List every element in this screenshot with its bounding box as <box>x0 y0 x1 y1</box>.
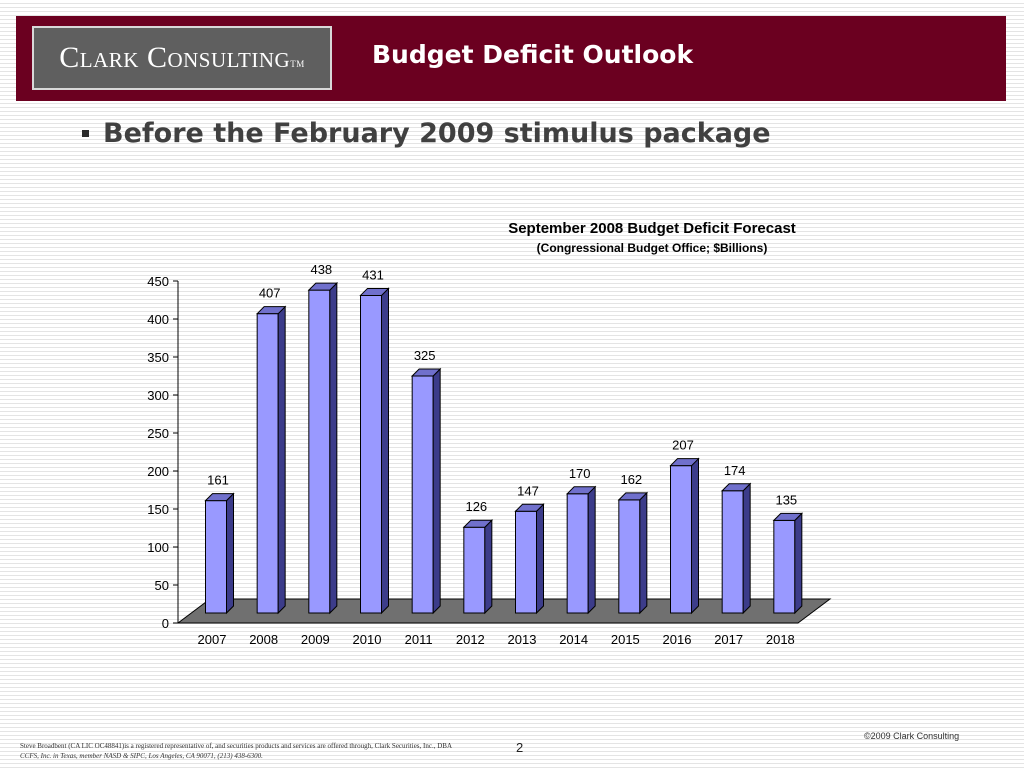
x-tick-label-2017: 2017 <box>714 632 743 647</box>
x-tick-label-2009: 2009 <box>301 632 330 647</box>
x-tick-label-2013: 2013 <box>508 632 537 647</box>
data-label-2013: 147 <box>517 483 539 498</box>
clark-consulting-logo: Clark ConsultingTM <box>32 26 332 90</box>
bar-side-2015 <box>639 491 648 615</box>
y-tick-label: 350 <box>147 350 169 365</box>
bar-2008 <box>256 313 279 614</box>
bar-2018 <box>773 519 796 614</box>
y-tick-label: 250 <box>147 426 169 441</box>
y-tick-label: 100 <box>147 540 169 555</box>
x-tick-label-2011: 2011 <box>405 632 433 647</box>
bar-side-2018 <box>794 512 803 615</box>
bar-top-2018 <box>772 512 804 521</box>
bar-top-2015 <box>617 492 649 501</box>
bar-side-2010 <box>381 287 389 615</box>
bar-side-2014 <box>587 485 596 615</box>
bullet-text: Before the February 2009 stimulus packag… <box>103 118 771 149</box>
bar-2012 <box>463 526 486 614</box>
header-band: Clark ConsultingTM Budget Deficit Outloo… <box>16 16 1006 101</box>
y-tick-label: 450 <box>147 274 169 289</box>
x-tick-label-2016: 2016 <box>663 632 692 647</box>
bar-2013 <box>515 510 537 614</box>
footer-disclaimer: Steve Broadbent (CA LIC OC48841)is a reg… <box>20 741 470 761</box>
x-tick-label-2014: 2014 <box>559 632 588 647</box>
disclaimer-line-2: CCFS, Inc. in Texas, member NASD & SIPC,… <box>20 752 263 760</box>
bar-2010 <box>360 294 382 614</box>
bullet-square-icon <box>82 130 89 137</box>
logo-wordmark: Clark Consulting <box>59 41 291 74</box>
bar-side-2017 <box>742 482 751 615</box>
bar-side-2011 <box>432 367 441 615</box>
page-number: 2 <box>516 740 524 755</box>
bar-top-2017 <box>720 483 752 492</box>
data-label-2007: 161 <box>207 473 229 488</box>
data-label-2018: 135 <box>775 492 797 507</box>
bar-side-2007 <box>226 492 234 615</box>
bar-top-2016 <box>669 458 700 467</box>
bar-side-2009 <box>329 281 338 615</box>
bar-2017 <box>721 490 744 614</box>
bar-side-2012 <box>484 519 493 615</box>
bar-top-2013 <box>514 503 545 512</box>
logo-tm-mark: TM <box>290 59 305 69</box>
bar-top-2011 <box>410 368 442 377</box>
data-label-2017: 174 <box>724 463 746 478</box>
bar-2007 <box>205 500 227 614</box>
x-tick-label-2012: 2012 <box>456 632 485 647</box>
bar-2016 <box>670 465 692 614</box>
bar-2015 <box>618 499 641 614</box>
data-label-2016: 207 <box>672 438 694 453</box>
data-label-2010: 431 <box>362 267 384 282</box>
y-tick-label: 200 <box>147 464 169 479</box>
x-tick-label-2015: 2015 <box>611 632 640 647</box>
bar-top-2010 <box>359 287 390 296</box>
slide-title: Budget Deficit Outlook <box>372 40 694 69</box>
bar-top-2014 <box>565 486 597 495</box>
logo-text: Clark ConsultingTM <box>59 41 304 75</box>
bar-2009 <box>308 289 331 614</box>
bar-side-2008 <box>277 305 286 615</box>
y-tick-label: 0 <box>162 616 169 631</box>
bar-side-2016 <box>691 457 699 615</box>
y-tick-label: 400 <box>147 312 169 327</box>
data-label-2014: 170 <box>569 466 591 481</box>
y-tick-label: 150 <box>147 502 169 517</box>
x-tick-label-2008: 2008 <box>249 632 278 647</box>
data-label-2012: 126 <box>465 499 487 514</box>
bar-top-2009 <box>307 282 339 291</box>
bar-2011 <box>411 375 434 614</box>
bullet-item: Before the February 2009 stimulus packag… <box>82 118 771 149</box>
data-label-2015: 162 <box>620 472 642 487</box>
y-tick-label: 300 <box>147 388 169 403</box>
x-tick-label-2010: 2010 <box>353 632 382 647</box>
x-tick-label-2007: 2007 <box>198 632 227 647</box>
bar-top-2007 <box>204 493 235 502</box>
y-tick-label: 50 <box>155 578 169 593</box>
bar-top-2008 <box>255 306 287 315</box>
copyright-notice: ©2009 Clark Consulting <box>864 731 960 741</box>
bar-side-2013 <box>536 503 544 615</box>
data-label-2008: 407 <box>259 286 281 301</box>
bar-top-2012 <box>462 519 494 528</box>
data-label-2009: 438 <box>310 262 332 277</box>
disclaimer-line-1: Steve Broadbent (CA LIC OC48841)is a reg… <box>20 742 452 750</box>
x-tick-label-2018: 2018 <box>766 632 795 647</box>
chart-title: September 2008 Budget Deficit Forecast <box>508 220 796 237</box>
data-label-2011: 325 <box>414 348 436 363</box>
chart-subtitle: (Congressional Budget Office; $Billions) <box>537 241 768 255</box>
bar-2014 <box>566 493 589 614</box>
